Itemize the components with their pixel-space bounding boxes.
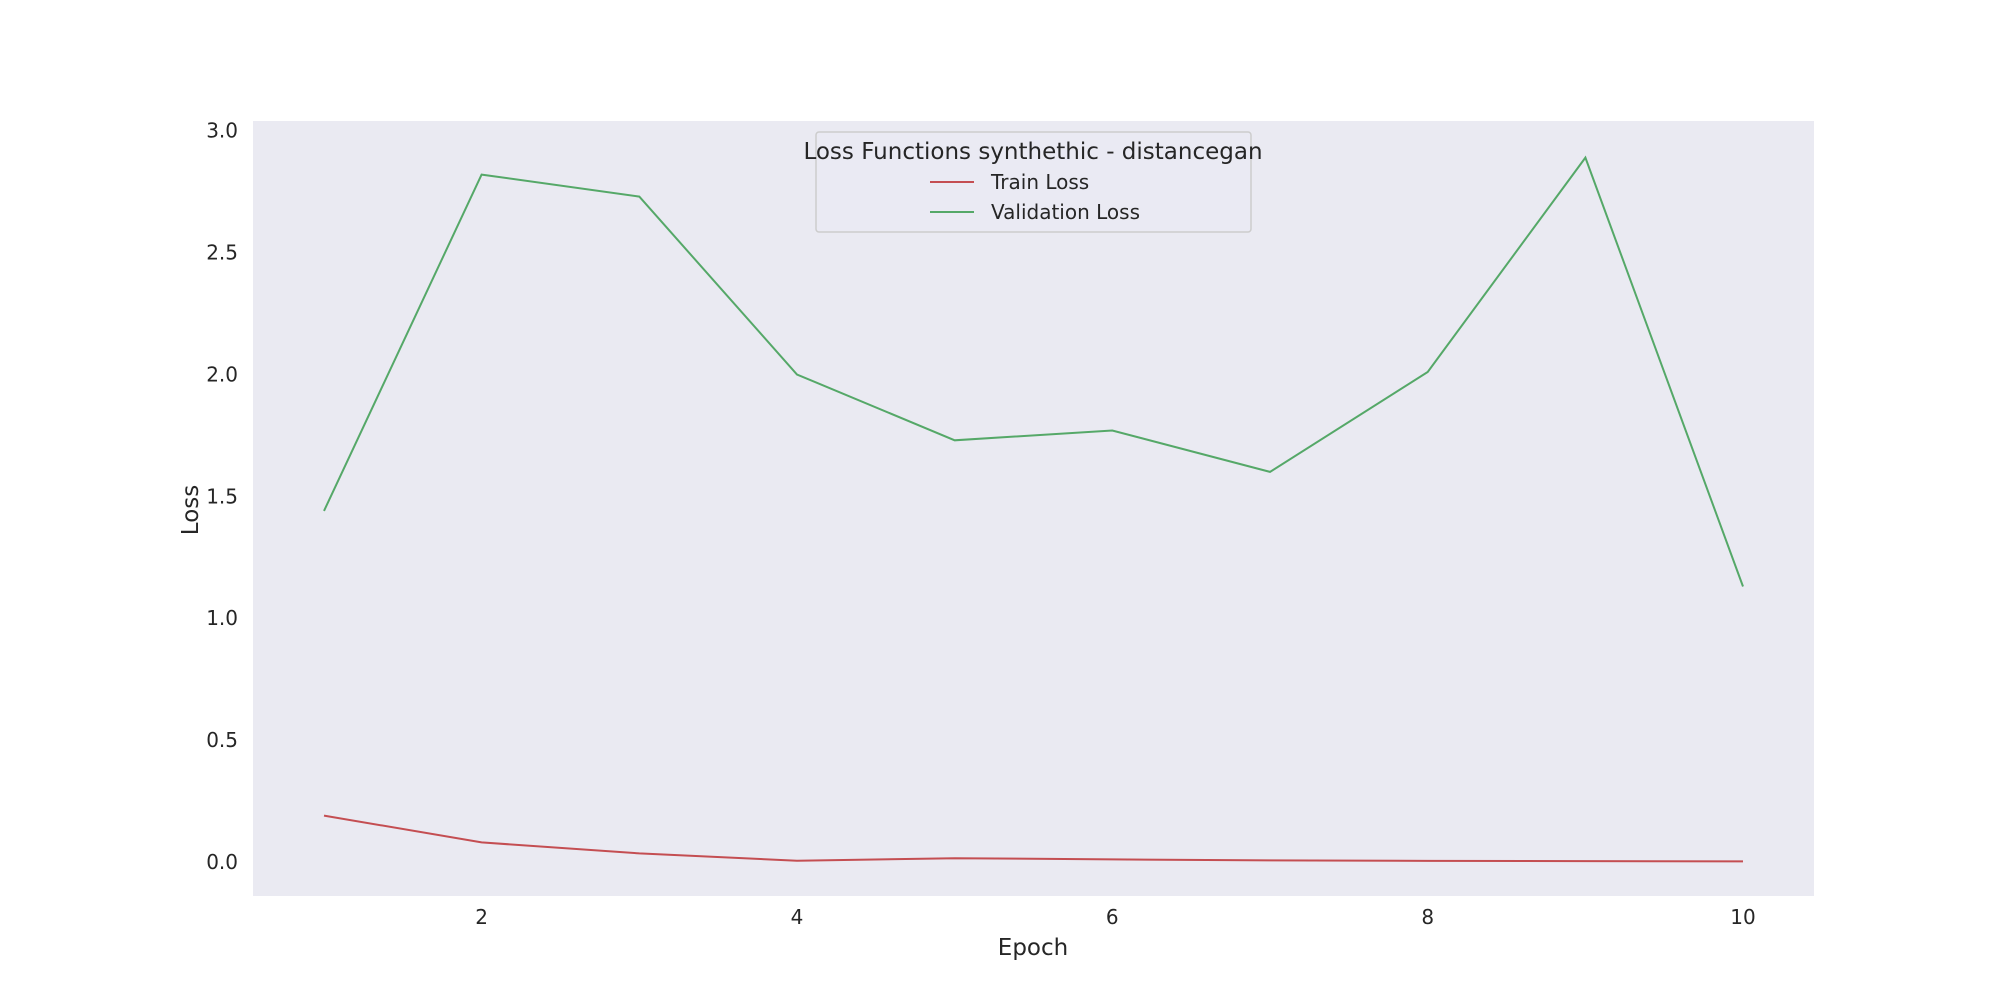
- y-tick-label: 1.5: [206, 484, 238, 508]
- y-tick-label: 3.0: [206, 119, 238, 143]
- series-line-2: [323, 155, 1744, 587]
- x-tick-label: 8: [1421, 905, 1434, 929]
- x-tick-label: 4: [791, 905, 804, 929]
- legend-title: Loss Functions synthethic - distancegan: [803, 139, 1262, 165]
- plot-background: [253, 121, 1814, 896]
- legend-entry-label: Validation Loss: [991, 200, 1140, 224]
- y-tick-label: 1.0: [206, 606, 238, 630]
- y-ticks: 0.0 0.5 1.0 1.5 2.0 2.5 3.0: [206, 119, 238, 874]
- x-tick-label: 6: [1106, 905, 1119, 929]
- y-tick-label: 2.0: [206, 363, 238, 387]
- y-tick-label: 0.5: [206, 728, 238, 752]
- x-axis-label: Epoch: [998, 935, 1068, 961]
- x-tick-label: 10: [1730, 905, 1755, 929]
- legend-entry-label: Train Loss: [990, 170, 1089, 194]
- legend: Loss Functions synthethic - distancegan …: [803, 131, 1263, 233]
- x-ticks: 2 4 6 8 10: [475, 905, 1755, 929]
- series-layer: [323, 155, 1744, 863]
- y-tick-label: 0.0: [206, 850, 238, 874]
- x-tick-label: 2: [475, 905, 488, 929]
- y-tick-label: 2.5: [206, 241, 238, 265]
- legend-box: [815, 131, 1252, 233]
- legend-entries: Train Loss Validation Loss: [930, 170, 1140, 224]
- series-line-1: [323, 814, 1744, 863]
- y-axis-label: Loss: [178, 485, 204, 535]
